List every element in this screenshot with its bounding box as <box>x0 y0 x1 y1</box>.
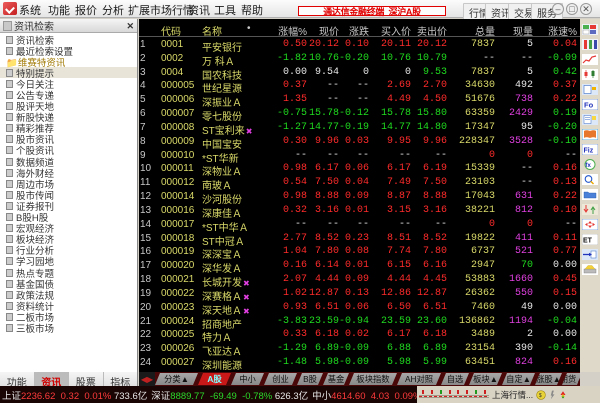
svg-text:fx: fx <box>585 162 591 169</box>
svg-text:ET: ET <box>583 238 593 245</box>
svg-text:Fo: Fo <box>584 101 594 110</box>
svg-text:Fiz: Fiz <box>584 148 594 155</box>
svg-text:$: $ <box>539 393 542 399</box>
